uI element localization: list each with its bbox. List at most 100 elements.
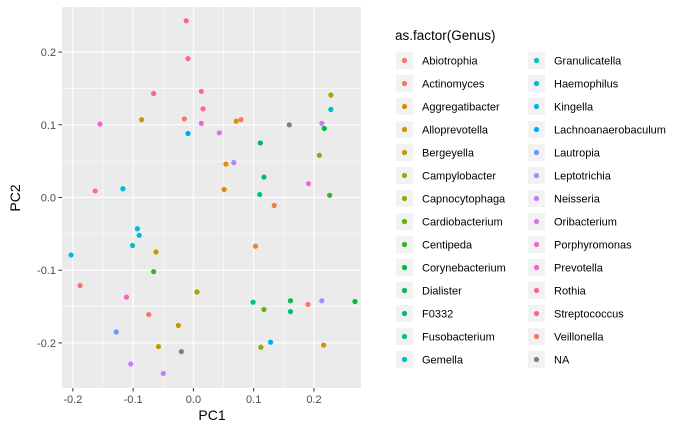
legend-label: Rothia xyxy=(554,286,587,298)
legend-label: Oribacterium xyxy=(554,217,617,229)
data-point xyxy=(258,344,264,350)
data-point xyxy=(183,18,189,24)
legend-title: as.factor(Genus) xyxy=(395,28,496,43)
legend-label: Veillonella xyxy=(554,332,604,344)
y-tick-label: 0.1 xyxy=(41,120,56,132)
data-point xyxy=(252,243,259,249)
data-point xyxy=(136,232,142,238)
legend-label: Alloprevotella xyxy=(422,125,489,137)
legend-label: Lachnoanaerobaculum xyxy=(554,125,666,137)
legend-marker xyxy=(401,57,408,64)
legend-label: Actinomyces xyxy=(422,79,485,91)
legend-label: Fusobacterium xyxy=(422,332,495,344)
legend-label: Gemella xyxy=(422,355,464,367)
legend-marker xyxy=(533,126,540,133)
legend-label: NA xyxy=(554,355,570,367)
legend-label: F0332 xyxy=(422,309,453,321)
data-point xyxy=(181,116,187,122)
legend-marker xyxy=(401,218,408,225)
legend-marker xyxy=(533,218,540,225)
data-point xyxy=(250,299,256,305)
legend-label: Granulicatella xyxy=(554,56,622,68)
legend-label: Bergeyella xyxy=(422,148,475,160)
data-point xyxy=(128,361,134,367)
data-point xyxy=(160,370,166,377)
data-point xyxy=(238,117,244,123)
data-point xyxy=(257,140,263,146)
legend-label: Leptotrichia xyxy=(554,171,612,183)
x-tick-label: -0.1 xyxy=(124,394,143,406)
data-point xyxy=(321,342,327,348)
data-point xyxy=(286,122,292,128)
data-point xyxy=(123,294,130,300)
legend-label: Aggregatibacter xyxy=(422,102,500,114)
data-point xyxy=(328,106,334,113)
legend-marker xyxy=(401,333,408,340)
legend-label: Lautropia xyxy=(554,148,601,160)
data-point xyxy=(305,181,312,187)
legend-label: Corynebacterium xyxy=(422,263,506,275)
legend-marker xyxy=(533,333,540,340)
legend-label: Kingella xyxy=(554,102,594,114)
data-point xyxy=(271,202,277,209)
legend-marker xyxy=(533,57,540,64)
y-tick-label: 0.2 xyxy=(41,47,56,59)
data-point xyxy=(92,188,98,194)
data-point xyxy=(327,192,333,198)
legend-marker xyxy=(533,80,540,87)
legend-marker xyxy=(401,149,408,156)
legend-marker xyxy=(401,264,408,271)
legend-marker xyxy=(401,287,408,294)
data-point xyxy=(153,249,159,255)
data-point xyxy=(198,120,204,126)
data-point xyxy=(185,130,191,137)
data-point xyxy=(175,322,181,329)
legend-marker xyxy=(533,149,540,156)
legend-label: Dialister xyxy=(422,286,462,298)
x-tick-label: -0.2 xyxy=(63,394,82,406)
legend-label: Porphyromonas xyxy=(554,240,632,252)
y-tick-label: 0.0 xyxy=(41,193,56,205)
legend-label: Neisseria xyxy=(554,194,601,206)
x-axis-title: PC1 xyxy=(198,407,225,423)
legend-label: Streptococcus xyxy=(554,309,624,321)
data-point xyxy=(257,191,263,198)
legend-label: Centipeda xyxy=(422,240,473,252)
data-point xyxy=(178,349,184,355)
data-point xyxy=(319,120,325,126)
data-point xyxy=(316,152,323,158)
data-point xyxy=(138,117,145,123)
legend-marker xyxy=(533,287,540,294)
data-point xyxy=(352,298,358,305)
data-point xyxy=(221,186,227,193)
legend-marker xyxy=(533,356,540,363)
legend-label: Haemophilus xyxy=(554,79,619,91)
data-point xyxy=(129,242,136,249)
data-point xyxy=(261,306,267,313)
legend-label: Campylobacter xyxy=(422,171,496,183)
legend-marker xyxy=(533,195,540,202)
points-layer xyxy=(68,18,358,377)
data-point xyxy=(287,298,294,304)
y-axis-title: PC2 xyxy=(7,184,23,211)
legend-marker xyxy=(401,310,408,317)
data-point xyxy=(233,118,239,124)
plot-panel xyxy=(62,7,361,388)
data-point xyxy=(146,311,152,318)
data-point xyxy=(267,339,274,345)
data-point xyxy=(287,309,294,315)
legend-marker xyxy=(533,172,540,179)
data-point xyxy=(328,92,334,98)
legend-marker xyxy=(533,241,540,248)
legend-marker xyxy=(401,172,408,179)
data-point xyxy=(155,343,162,350)
data-point xyxy=(97,121,103,127)
data-point xyxy=(200,106,206,112)
data-point xyxy=(120,186,126,192)
axes-layer: -0.2 -0.1 0.0 0.1 0.2 -0.2 -0.1 0.0 0.1 0.2 xyxy=(37,47,322,406)
legend-marker xyxy=(401,195,408,202)
y-tick-label: -0.2 xyxy=(37,338,56,350)
data-point xyxy=(77,282,83,289)
data-point xyxy=(231,159,237,166)
